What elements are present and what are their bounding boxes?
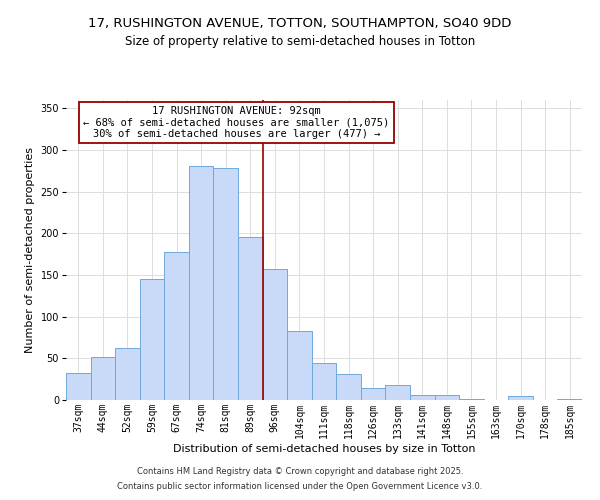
Bar bbox=[66, 372, 91, 400]
Text: Contains public sector information licensed under the Open Government Licence v3: Contains public sector information licen… bbox=[118, 482, 482, 491]
Bar bbox=[361, 388, 385, 400]
Bar bbox=[336, 374, 361, 400]
Text: 17 RUSHINGTON AVENUE: 92sqm
← 68% of semi-detached houses are smaller (1,075)
30: 17 RUSHINGTON AVENUE: 92sqm ← 68% of sem… bbox=[83, 106, 389, 139]
Bar bbox=[238, 236, 263, 400]
X-axis label: Distribution of semi-detached houses by size in Totton: Distribution of semi-detached houses by … bbox=[173, 444, 475, 454]
Text: Contains HM Land Registry data © Crown copyright and database right 2025.: Contains HM Land Registry data © Crown c… bbox=[137, 467, 463, 476]
Bar bbox=[508, 396, 533, 400]
Bar bbox=[434, 395, 459, 400]
Bar bbox=[189, 166, 214, 400]
Bar bbox=[312, 362, 336, 400]
Bar bbox=[557, 399, 582, 400]
Bar bbox=[164, 252, 189, 400]
Text: 17, RUSHINGTON AVENUE, TOTTON, SOUTHAMPTON, SO40 9DD: 17, RUSHINGTON AVENUE, TOTTON, SOUTHAMPT… bbox=[88, 18, 512, 30]
Bar bbox=[287, 331, 312, 400]
Text: Size of property relative to semi-detached houses in Totton: Size of property relative to semi-detach… bbox=[125, 35, 475, 48]
Y-axis label: Number of semi-detached properties: Number of semi-detached properties bbox=[25, 147, 35, 353]
Bar bbox=[214, 168, 238, 400]
Bar bbox=[115, 348, 140, 400]
Bar bbox=[263, 269, 287, 400]
Bar bbox=[91, 356, 115, 400]
Bar bbox=[410, 395, 434, 400]
Bar bbox=[140, 279, 164, 400]
Bar bbox=[385, 385, 410, 400]
Bar bbox=[459, 399, 484, 400]
